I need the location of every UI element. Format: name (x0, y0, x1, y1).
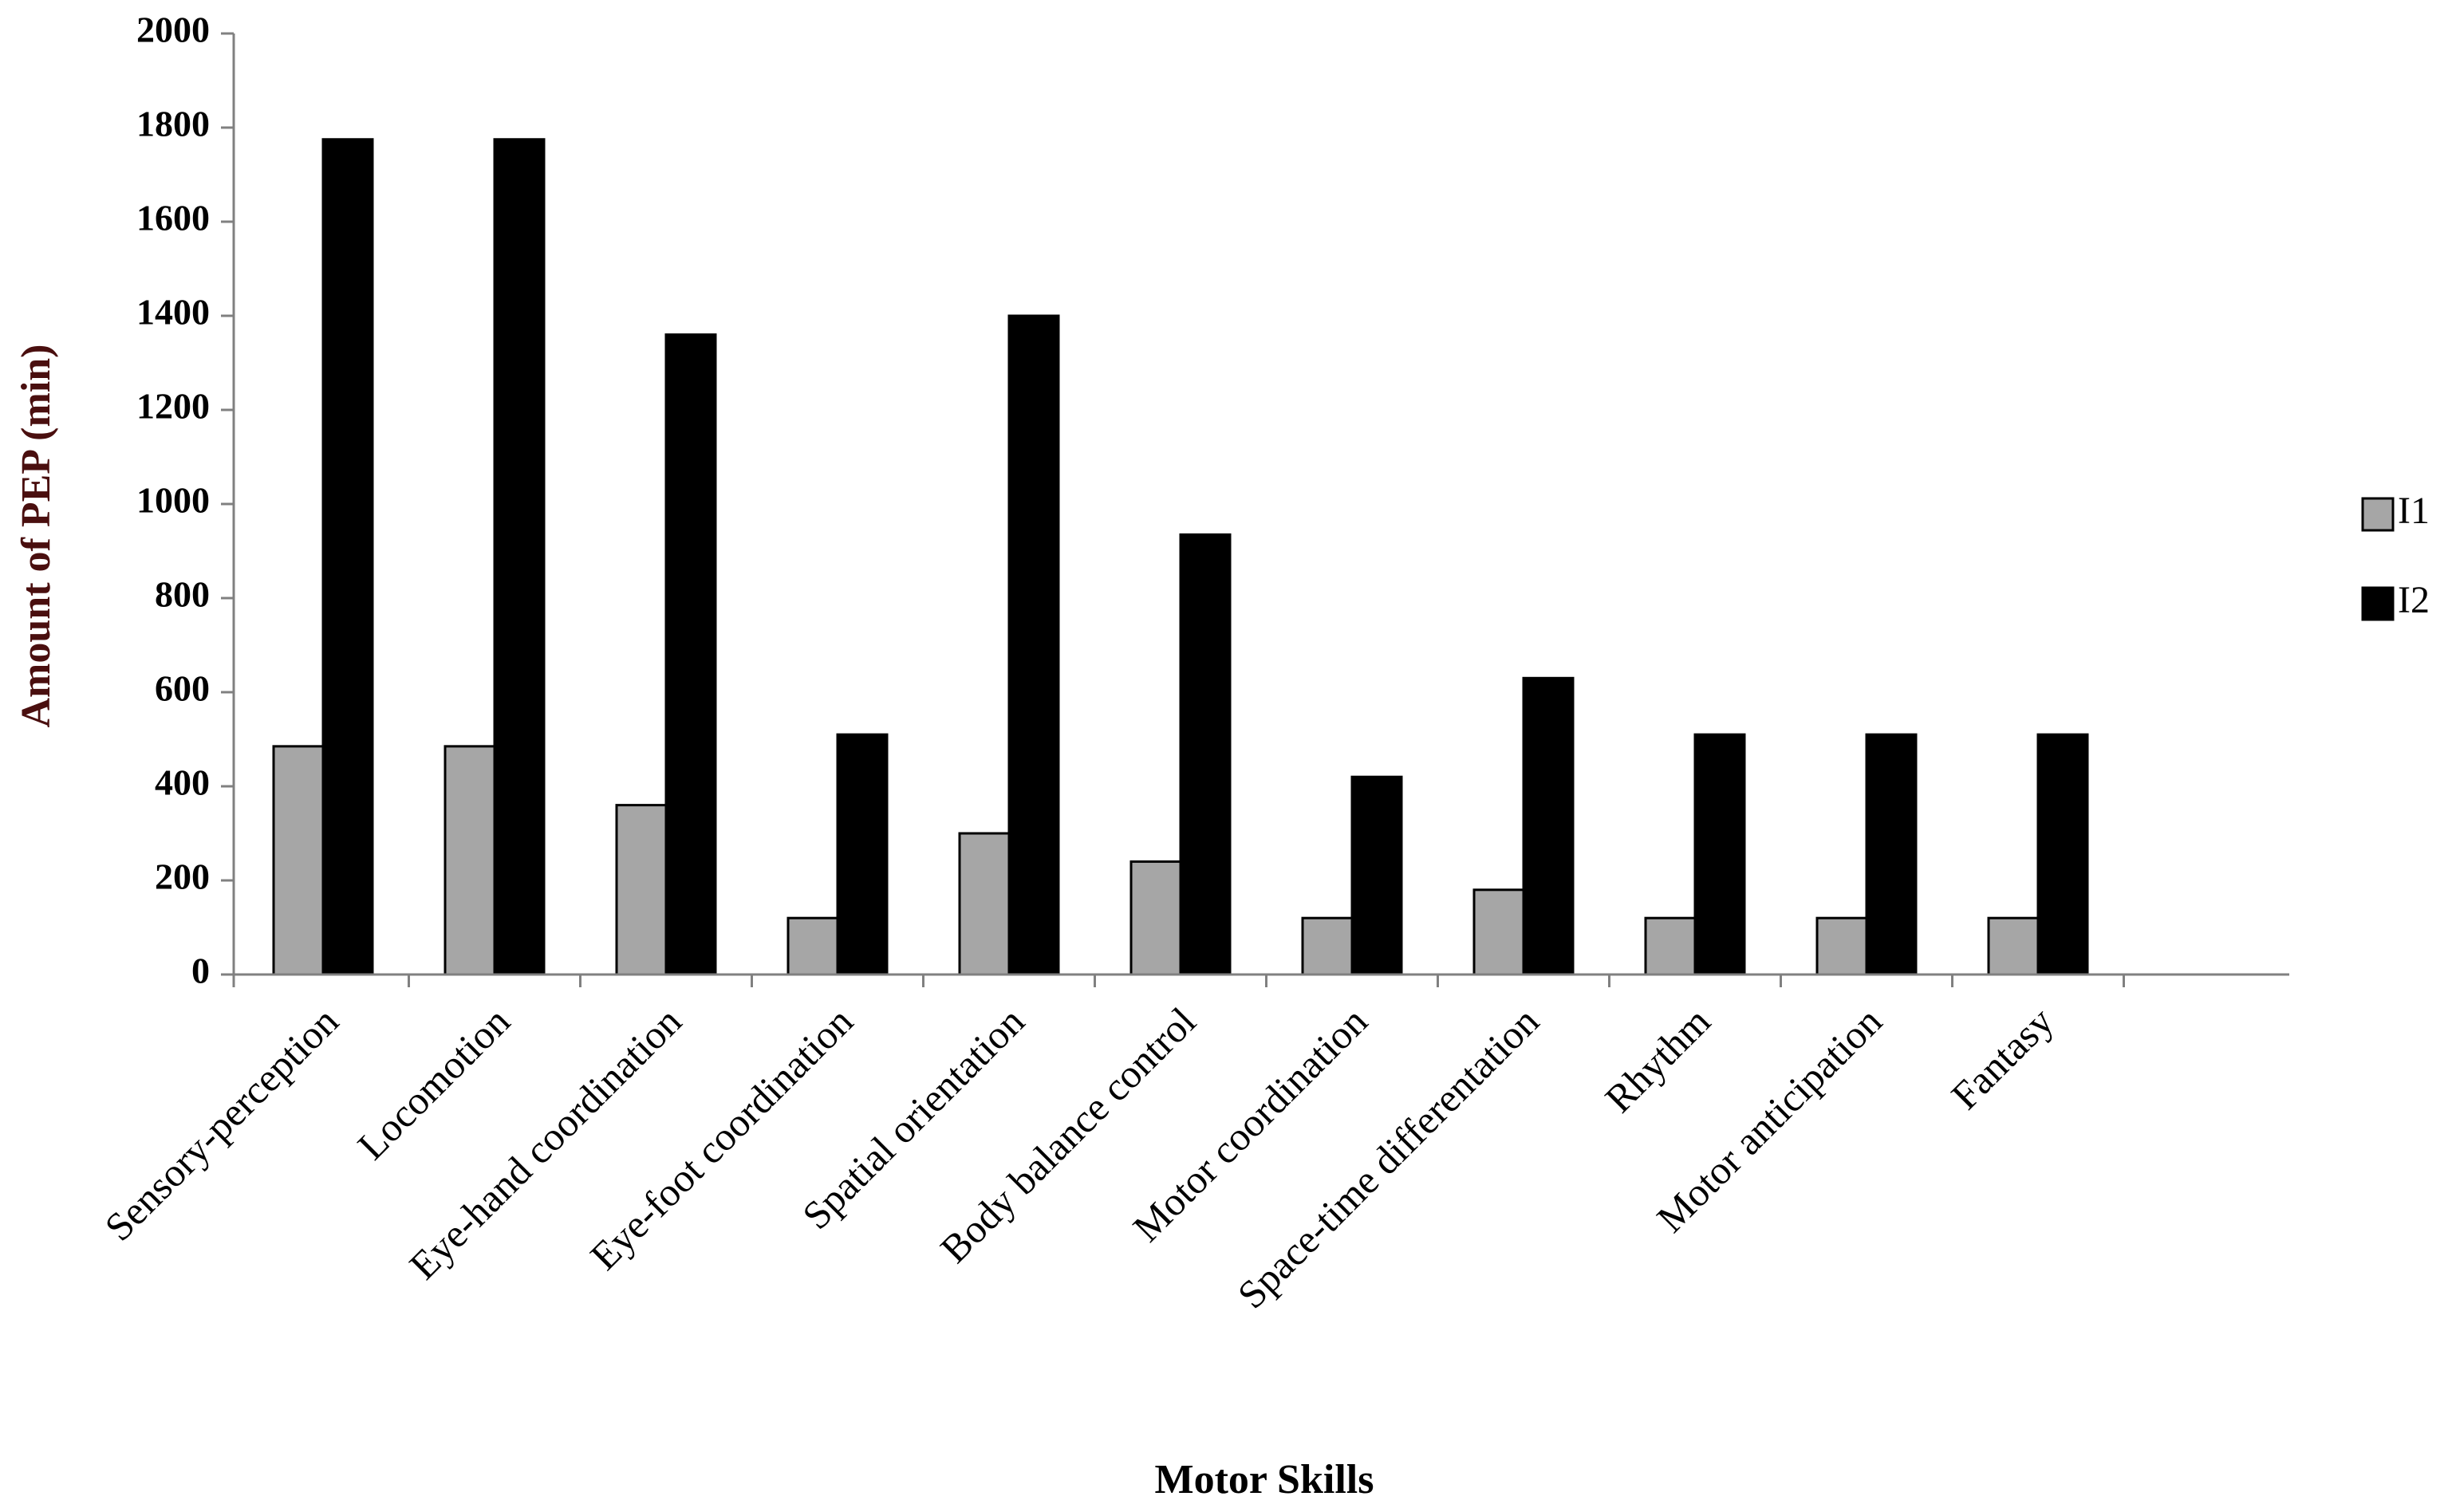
y-tick-label: 1800 (136, 104, 210, 144)
bar-i2-3 (836, 733, 889, 976)
legend-swatch-i2 (2361, 586, 2395, 621)
bar-i1-10 (1987, 916, 2040, 976)
x-category-label: Locomotion (349, 998, 518, 1167)
y-tick-label: 200 (155, 856, 210, 897)
y-axis-ticks: 0 200 400 600 800 1000 1200 1400 1600 1800 2000 (136, 10, 234, 991)
bars (272, 138, 2089, 976)
bar-i1-7 (1472, 888, 1525, 976)
x-category-label: Rhythm (1596, 998, 1719, 1121)
legend-label-i1: I1 (2398, 490, 2430, 532)
bar-i2-0 (321, 138, 374, 976)
x-category-label: Fantasy (1942, 998, 2062, 1118)
y-tick-label: 1600 (136, 198, 210, 238)
bar-i2-4 (1007, 314, 1060, 976)
legend: I1 I2 (2361, 490, 2430, 621)
bar-i2-7 (1522, 676, 1575, 976)
y-tick-label: 1400 (136, 292, 210, 333)
y-tick-label: 1200 (136, 386, 210, 427)
bar-i1-5 (1129, 860, 1182, 976)
bar-i2-9 (1865, 733, 1918, 976)
y-tick-label: 400 (155, 762, 210, 803)
bar-i1-3 (786, 916, 839, 976)
y-tick-label: 600 (155, 668, 210, 709)
y-tick-label: 1000 (136, 480, 210, 521)
bar-i1-0 (272, 745, 325, 976)
y-tick-label: 0 (191, 951, 210, 991)
bar-i2-6 (1350, 775, 1403, 976)
bar-i2-10 (2036, 733, 2089, 976)
bar-i2-5 (1179, 533, 1232, 976)
bar-i1-8 (1644, 916, 1697, 976)
y-tick-label: 2000 (136, 10, 210, 50)
x-category-label: Space-time differentation (1229, 998, 1547, 1317)
bar-i1-6 (1301, 916, 1354, 976)
bar-i1-4 (958, 832, 1011, 976)
y-tick-label: 800 (155, 574, 210, 615)
legend-swatch-i1 (2361, 497, 2395, 532)
x-category-label: Sensory-perception (96, 998, 347, 1250)
bar-i1-2 (615, 804, 668, 976)
bar-i1-1 (443, 745, 496, 976)
bar-i2-8 (1693, 733, 1746, 976)
legend-label-i2: I2 (2398, 579, 2430, 621)
bar-i2-1 (493, 138, 546, 976)
bar-i2-2 (664, 333, 717, 976)
y-axis-title: Amount of PEP (min) (14, 345, 59, 728)
x-axis-title: Motor Skills (1155, 1457, 1374, 1502)
bar-i1-9 (1815, 916, 1868, 976)
